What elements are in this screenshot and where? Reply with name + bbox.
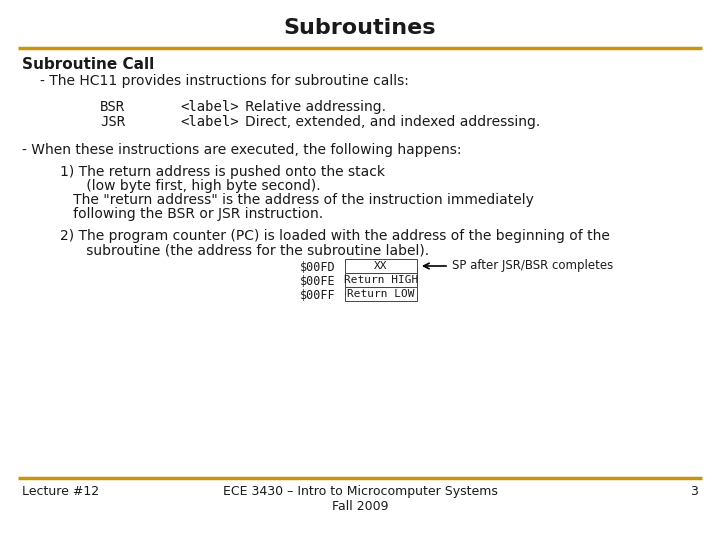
FancyBboxPatch shape	[345, 273, 417, 287]
Text: 3: 3	[690, 485, 698, 498]
Text: - The HC11 provides instructions for subroutine calls:: - The HC11 provides instructions for sub…	[40, 74, 409, 88]
FancyBboxPatch shape	[345, 287, 417, 301]
Text: (low byte first, high byte second).: (low byte first, high byte second).	[60, 179, 320, 193]
Text: Lecture #12: Lecture #12	[22, 485, 99, 498]
Text: SP after JSR/BSR completes: SP after JSR/BSR completes	[452, 259, 613, 272]
Text: Relative addressing.: Relative addressing.	[245, 100, 386, 114]
Text: Subroutines: Subroutines	[284, 18, 436, 38]
Text: JSR: JSR	[100, 115, 125, 129]
Text: $00FD: $00FD	[300, 261, 336, 274]
Text: Return HIGH: Return HIGH	[344, 275, 418, 285]
Text: 1) The return address is pushed onto the stack: 1) The return address is pushed onto the…	[60, 165, 385, 179]
Text: following the BSR or JSR instruction.: following the BSR or JSR instruction.	[60, 207, 323, 221]
Text: $00FF: $00FF	[300, 289, 336, 302]
Text: ECE 3430 – Intro to Microcomputer Systems
Fall 2009: ECE 3430 – Intro to Microcomputer System…	[222, 485, 498, 513]
Text: 2) The program counter (PC) is loaded with the address of the beginning of the: 2) The program counter (PC) is loaded wi…	[60, 229, 610, 243]
Text: Subroutine Call: Subroutine Call	[22, 57, 154, 72]
Text: subroutine (the address for the subroutine label).: subroutine (the address for the subrouti…	[60, 243, 429, 257]
Text: $00FE: $00FE	[300, 275, 336, 288]
Text: - When these instructions are executed, the following happens:: - When these instructions are executed, …	[22, 143, 462, 157]
FancyBboxPatch shape	[345, 259, 417, 273]
Text: XX: XX	[374, 261, 388, 271]
Text: <label>: <label>	[180, 115, 238, 129]
Text: <label>: <label>	[180, 100, 238, 114]
Text: BSR: BSR	[100, 100, 125, 114]
Text: Direct, extended, and indexed addressing.: Direct, extended, and indexed addressing…	[245, 115, 540, 129]
Text: The "return address" is the address of the instruction immediately: The "return address" is the address of t…	[60, 193, 534, 207]
Text: Return LOW: Return LOW	[347, 289, 415, 299]
